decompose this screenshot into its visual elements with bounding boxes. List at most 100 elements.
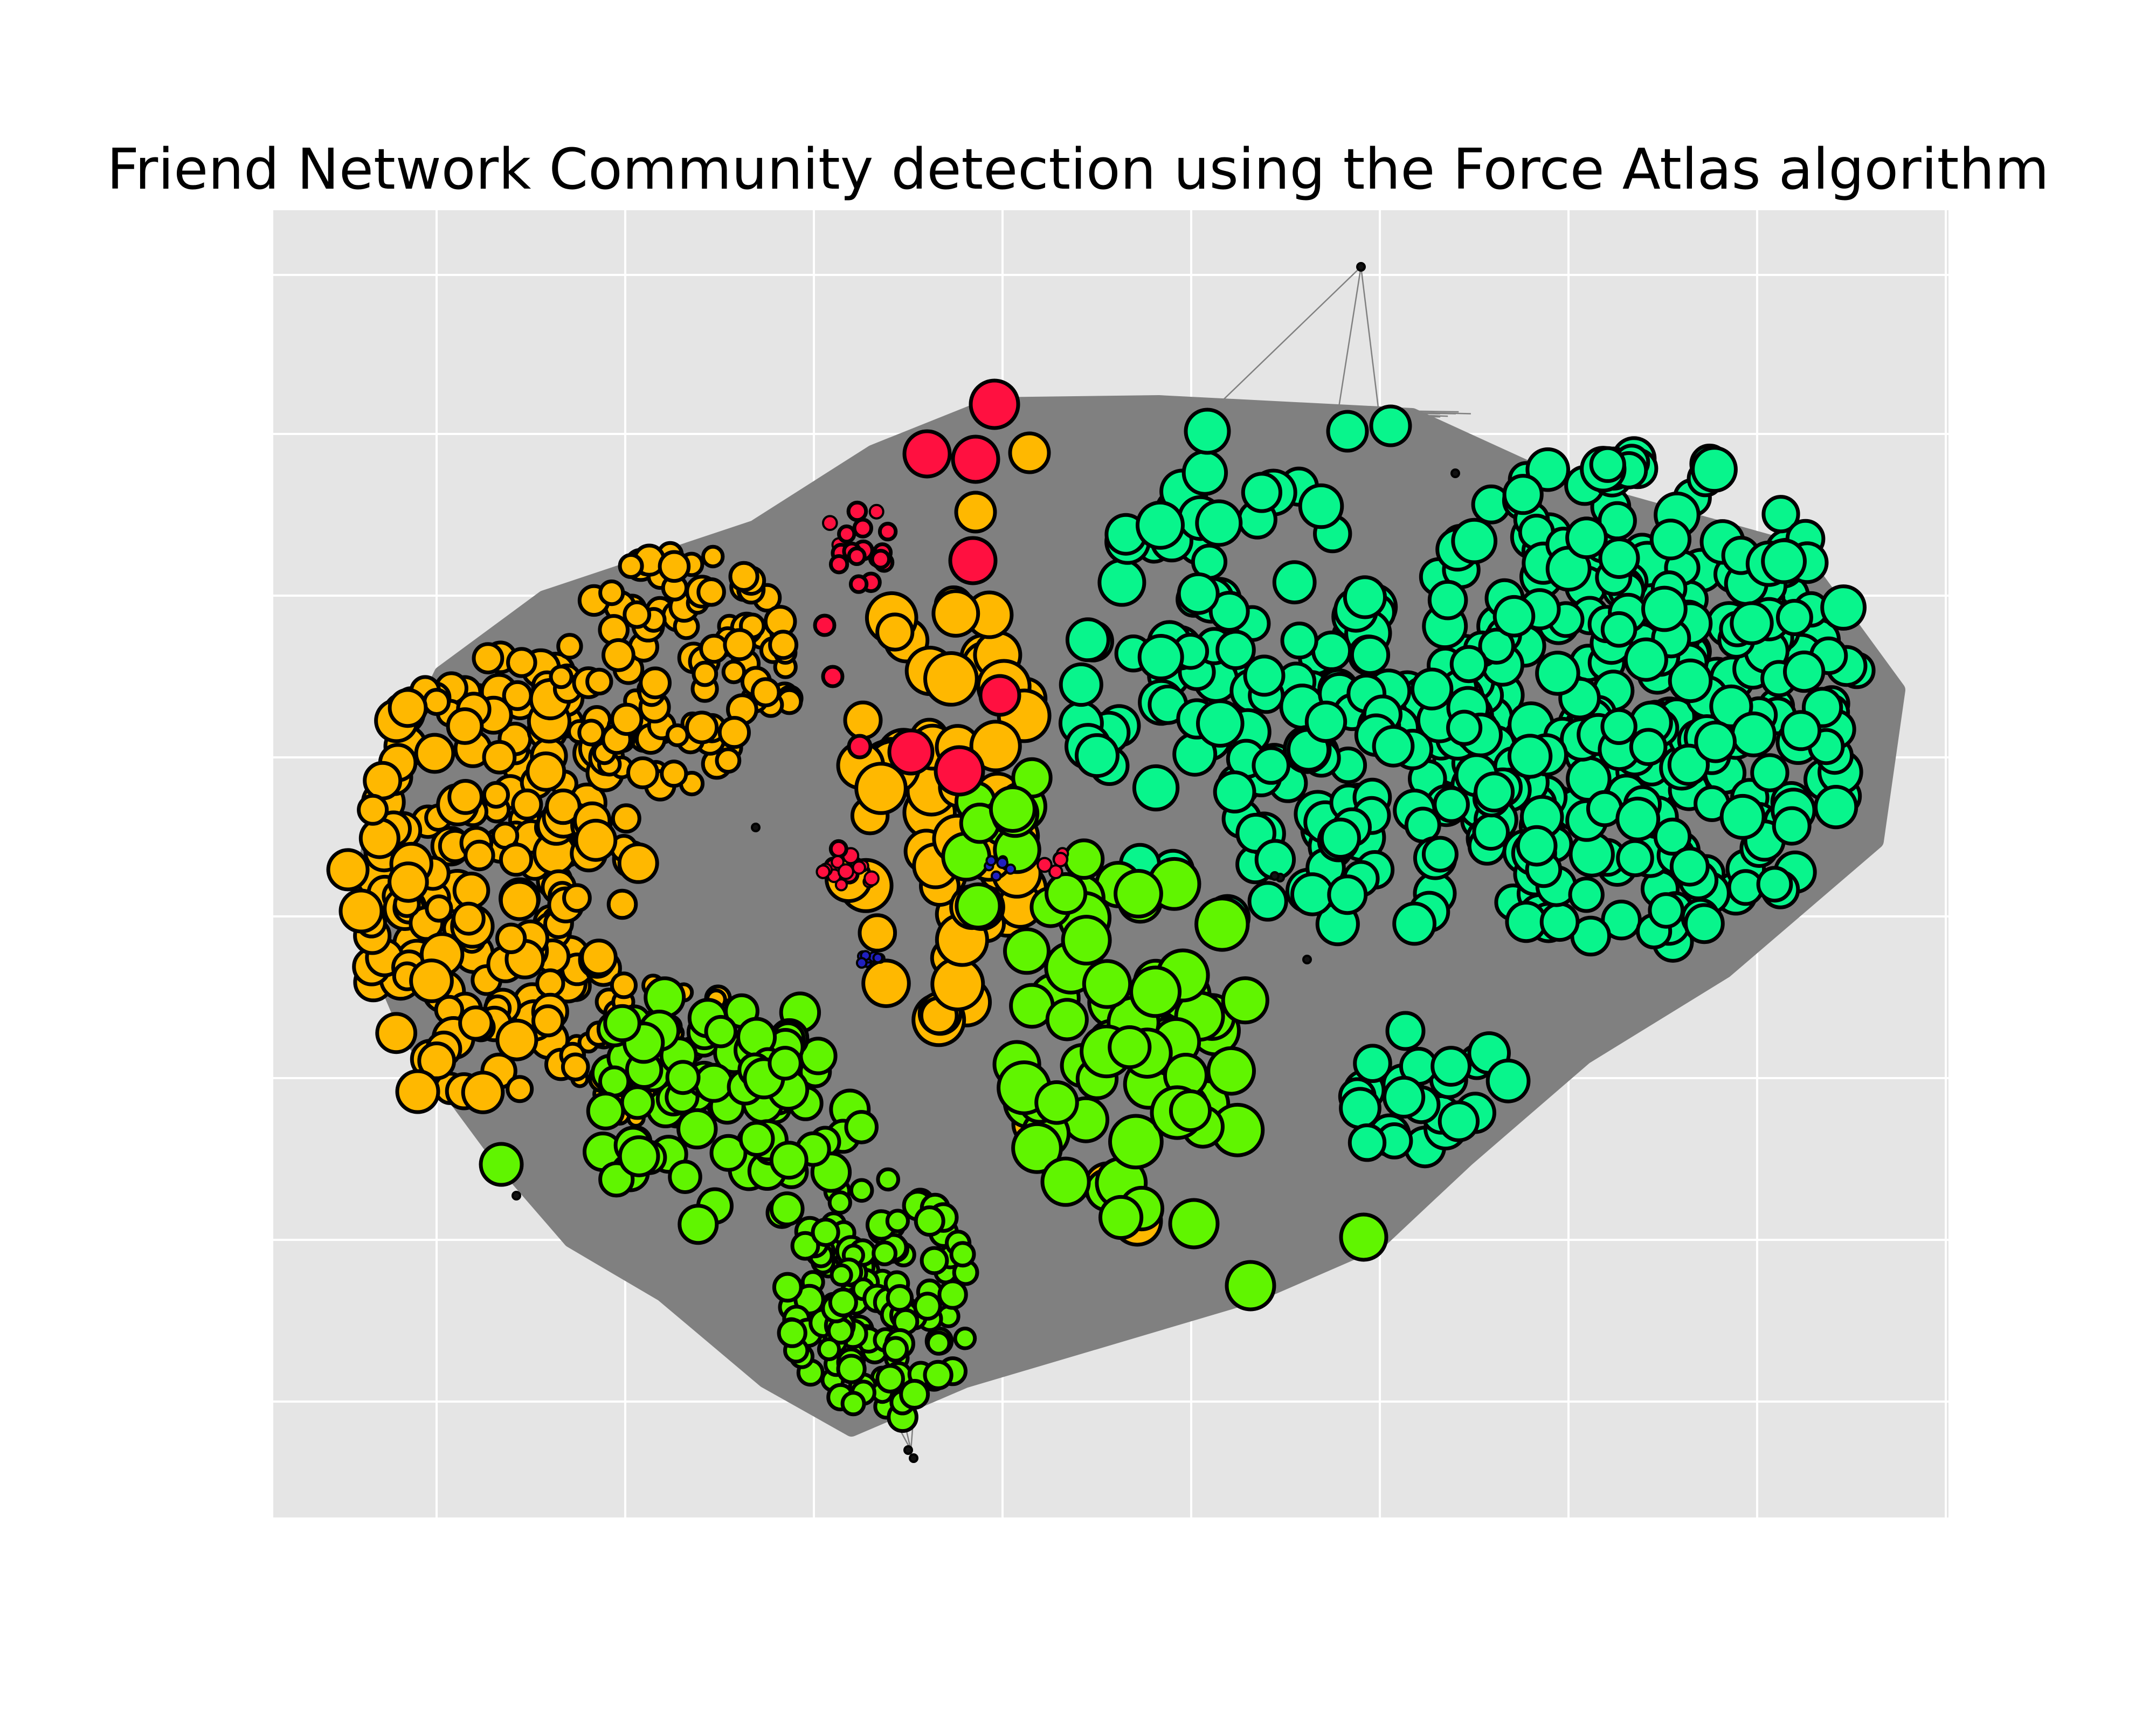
node-red <box>828 839 848 859</box>
node-red <box>816 864 831 879</box>
node-orange <box>375 1012 418 1054</box>
node-orange <box>562 883 592 913</box>
node-teal <box>1565 516 1608 560</box>
node-lime <box>914 1205 945 1237</box>
node-teal <box>1298 483 1344 529</box>
node-orange <box>577 719 605 747</box>
node-teal <box>1502 474 1544 515</box>
node-teal <box>1761 538 1807 584</box>
node-teal <box>1616 839 1654 878</box>
node-singleton <box>909 1453 918 1463</box>
node-teal <box>1433 786 1470 823</box>
node-lime <box>844 1110 879 1144</box>
node-orange <box>482 781 510 809</box>
node-lime <box>882 1336 909 1363</box>
node-orange <box>858 913 897 953</box>
node-teal <box>1615 796 1661 841</box>
node-red <box>848 574 869 594</box>
node-teal <box>1772 806 1812 846</box>
node-orange <box>854 762 908 815</box>
node-teal <box>1641 585 1688 632</box>
node-teal <box>1215 630 1256 670</box>
node-lime <box>817 1337 841 1362</box>
node-teal <box>1247 881 1288 922</box>
node-lime <box>955 882 1002 930</box>
node-orange <box>580 939 618 976</box>
node-red <box>852 518 874 539</box>
node-teal <box>1372 724 1415 768</box>
node-teal <box>1252 746 1290 785</box>
node-orange <box>923 651 979 707</box>
node-singleton <box>512 1191 521 1200</box>
node-teal <box>1195 499 1243 547</box>
node-orange <box>464 839 495 872</box>
edge <box>1336 266 1362 421</box>
node-orange <box>388 688 428 728</box>
node-teal <box>1492 595 1536 638</box>
node-red <box>847 546 867 567</box>
node-blue <box>990 870 1002 882</box>
node-teal <box>1243 654 1286 697</box>
node-lime <box>830 1263 853 1287</box>
node-orange <box>658 550 691 583</box>
node-lime <box>709 1134 748 1172</box>
node-teal <box>1648 892 1684 929</box>
node-teal <box>1136 500 1185 550</box>
node-lime <box>1339 1212 1388 1262</box>
node-orange <box>358 817 400 859</box>
node-red <box>821 665 845 688</box>
node-lime <box>1003 927 1051 975</box>
node-teal <box>1629 728 1668 766</box>
node-orange <box>585 667 613 696</box>
node-red <box>828 554 849 575</box>
node-red <box>837 524 856 544</box>
node-red <box>846 500 868 522</box>
node-orange <box>623 600 652 629</box>
node-orange <box>395 1069 440 1114</box>
node-orange <box>598 579 625 606</box>
node-teal <box>1507 734 1553 779</box>
node-lime <box>1045 872 1088 915</box>
node-orange <box>931 589 980 638</box>
node-lime <box>913 1292 942 1321</box>
node-teal <box>1385 1011 1426 1051</box>
node-teal <box>1820 584 1867 631</box>
node-red <box>902 429 952 479</box>
node-teal <box>1525 447 1570 492</box>
node-teal <box>1653 817 1692 856</box>
node-red <box>948 536 998 585</box>
node-teal <box>1691 446 1738 493</box>
node-lime <box>1108 1025 1152 1070</box>
node-singleton <box>903 1445 913 1455</box>
node-teal <box>1449 645 1488 684</box>
node-teal <box>1438 1100 1480 1142</box>
node-lime <box>479 1142 524 1187</box>
node-lime <box>586 1092 625 1130</box>
node-orange <box>338 888 384 934</box>
node-orange <box>556 633 583 660</box>
node-teal <box>1684 903 1725 944</box>
node-orange <box>660 760 688 788</box>
node-orange <box>425 894 453 923</box>
node-red <box>1036 857 1053 873</box>
node-orange <box>610 702 644 736</box>
node-teal <box>1369 404 1412 447</box>
node-orange <box>549 665 573 689</box>
node-red <box>969 378 1020 430</box>
node-teal <box>1421 836 1459 873</box>
node-lime <box>1040 1156 1091 1207</box>
node-orange <box>843 700 883 740</box>
node-orange <box>606 888 638 920</box>
node-orange <box>447 779 483 815</box>
node-lime <box>1034 1080 1079 1125</box>
node-teal <box>1272 560 1317 605</box>
node-teal <box>1097 558 1146 607</box>
node-teal <box>1451 518 1498 564</box>
node-orange <box>506 1075 534 1103</box>
node-lime <box>828 1287 858 1317</box>
node-orange <box>685 710 719 744</box>
node-red <box>831 855 845 869</box>
node-lime <box>772 1272 803 1303</box>
node-teal <box>1783 650 1826 693</box>
node-teal <box>1539 902 1580 942</box>
